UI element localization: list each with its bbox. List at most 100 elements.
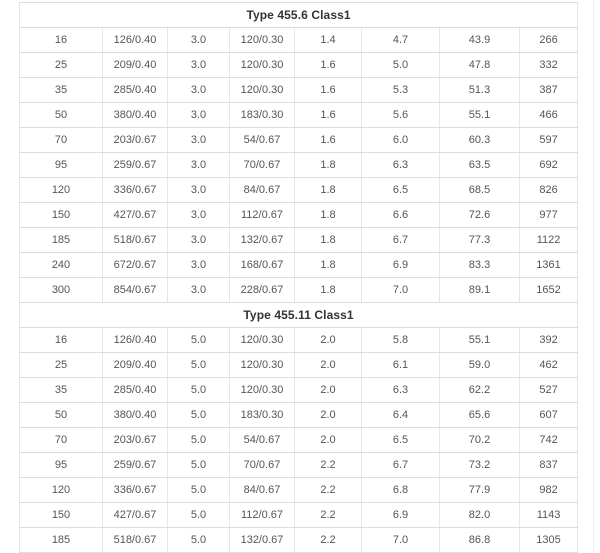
table-cell: 62.2	[439, 377, 520, 403]
table-cell: 336/0.67	[102, 177, 168, 203]
table-cell: 6.8	[361, 477, 440, 503]
table-cell: 6.0	[361, 127, 440, 153]
table-cell: 518/0.67	[102, 227, 168, 253]
table-cell: 5.0	[167, 502, 230, 528]
table-row: 50 380/0.40 3.0 183/0.30 1.6 5.6 55.1 466	[19, 102, 579, 128]
table-row: 25 209/0.40 5.0 120/0.30 2.0 6.1 59.0 462	[19, 352, 579, 378]
table-cell: 466	[518, 102, 579, 128]
table-cell: 826	[518, 177, 579, 203]
table-row: 150 427/0.67 5.0 112/0.67 2.2 6.9 82.0 1143	[19, 502, 579, 528]
table-cell: 35	[19, 77, 103, 103]
table-row: 185 518/0.67 3.0 132/0.67 1.8 6.7 77.3 1122	[19, 227, 579, 253]
table-cell: 50	[19, 102, 103, 128]
table-cell: 73.2	[439, 452, 520, 478]
table-cell: 70/0.67	[229, 452, 295, 478]
table-cell: 35	[19, 377, 103, 403]
table-cell: 3.0	[167, 152, 230, 178]
table-cell: 4.7	[361, 27, 440, 53]
table-cell: 72.6	[439, 202, 520, 228]
table-row: 25 209/0.40 3.0 120/0.30 1.6 5.0 47.8 332	[19, 52, 579, 78]
table-cell: 854/0.67	[102, 277, 168, 303]
table-cell: 5.0	[167, 402, 230, 428]
table-row: 120 336/0.67 5.0 84/0.67 2.2 6.8 77.9 982	[19, 477, 579, 503]
table-cell: 259/0.67	[102, 152, 168, 178]
section-title: Type 455.6 Class1	[18, 2, 579, 28]
table-cell: 5.0	[167, 352, 230, 378]
table-cell: 1122	[518, 227, 579, 253]
table-cell: 112/0.67	[229, 202, 295, 228]
table-cell: 6.7	[361, 227, 440, 253]
table-cell: 6.7	[361, 452, 440, 478]
table-cell: 120	[19, 477, 103, 503]
table-cell: 380/0.40	[102, 102, 168, 128]
table-cell: 54/0.67	[229, 127, 295, 153]
table-cell: 597	[518, 127, 579, 153]
table-cell: 1.8	[294, 277, 362, 303]
table-cell: 83.3	[439, 252, 520, 278]
table-cell: 55.1	[439, 327, 520, 353]
table-cell: 1.6	[294, 77, 362, 103]
table-cell: 6.5	[361, 177, 440, 203]
table-cell: 51.3	[439, 77, 520, 103]
table-cell: 120	[19, 177, 103, 203]
table-cell: 3.0	[167, 227, 230, 253]
table-cell: 3.0	[167, 202, 230, 228]
table-cell: 2.0	[294, 327, 362, 353]
table-cell: 387	[518, 77, 579, 103]
table-cell: 120/0.30	[229, 377, 295, 403]
table-cell: 16	[19, 327, 103, 353]
table-cell: 7.0	[361, 277, 440, 303]
table-cell: 1.8	[294, 202, 362, 228]
table-cell: 3.0	[167, 127, 230, 153]
table-cell: 240	[19, 252, 103, 278]
table-cell: 5.0	[167, 452, 230, 478]
table-cell: 120/0.30	[229, 52, 295, 78]
table-cell: 3.0	[167, 102, 230, 128]
table-cell: 65.6	[439, 402, 520, 428]
table-cell: 392	[518, 327, 579, 353]
table-cell: 5.0	[167, 327, 230, 353]
table-cell: 3.0	[167, 177, 230, 203]
table-row: 150 427/0.67 3.0 112/0.67 1.8 6.6 72.6 977	[19, 202, 579, 228]
table-cell: 427/0.67	[102, 502, 168, 528]
table-cell: 1305	[518, 527, 579, 553]
table-cell: 68.5	[439, 177, 520, 203]
table-cell: 1.6	[294, 102, 362, 128]
table-cell: 285/0.40	[102, 77, 168, 103]
table-cell: 25	[19, 352, 103, 378]
table-cell: 63.5	[439, 152, 520, 178]
table-cell: 3.0	[167, 77, 230, 103]
table-row: 16 126/0.40 3.0 120/0.30 1.4 4.7 43.9 266	[19, 27, 579, 53]
section-header-row: Type 455.11 Class1	[18, 302, 579, 328]
spec-table: Type 455.6 Class1 16 126/0.40 3.0 120/0.30 1.…	[18, 2, 579, 553]
table-cell: 185	[19, 227, 103, 253]
table-cell: 742	[518, 427, 579, 453]
table-cell: 977	[518, 202, 579, 228]
table-cell: 183/0.30	[229, 402, 295, 428]
section-header-row: Type 455.6 Class1	[18, 2, 579, 28]
table-cell: 6.3	[361, 152, 440, 178]
table-cell: 120/0.30	[229, 27, 295, 53]
table-cell: 25	[19, 52, 103, 78]
table-cell: 2.2	[294, 477, 362, 503]
table-cell: 285/0.40	[102, 377, 168, 403]
table-cell: 209/0.40	[102, 352, 168, 378]
table-cell: 150	[19, 502, 103, 528]
table-cell: 462	[518, 352, 579, 378]
table-cell: 55.1	[439, 102, 520, 128]
table-cell: 1361	[518, 252, 579, 278]
table-cell: 518/0.67	[102, 527, 168, 553]
table-row: 95 259/0.67 3.0 70/0.67 1.8 6.3 63.5 692	[19, 152, 579, 178]
table-cell: 77.3	[439, 227, 520, 253]
table-cell: 5.0	[167, 377, 230, 403]
table-cell: 837	[518, 452, 579, 478]
table-cell: 59.0	[439, 352, 520, 378]
table-cell: 3.0	[167, 52, 230, 78]
table-cell: 82.0	[439, 502, 520, 528]
table-cell: 266	[518, 27, 579, 53]
table-cell: 427/0.67	[102, 202, 168, 228]
table-row: 70 203/0.67 3.0 54/0.67 1.6 6.0 60.3 597	[19, 127, 579, 153]
section-title: Type 455.11 Class1	[18, 302, 579, 328]
table-row: 50 380/0.40 5.0 183/0.30 2.0 6.4 65.6 607	[19, 402, 579, 428]
